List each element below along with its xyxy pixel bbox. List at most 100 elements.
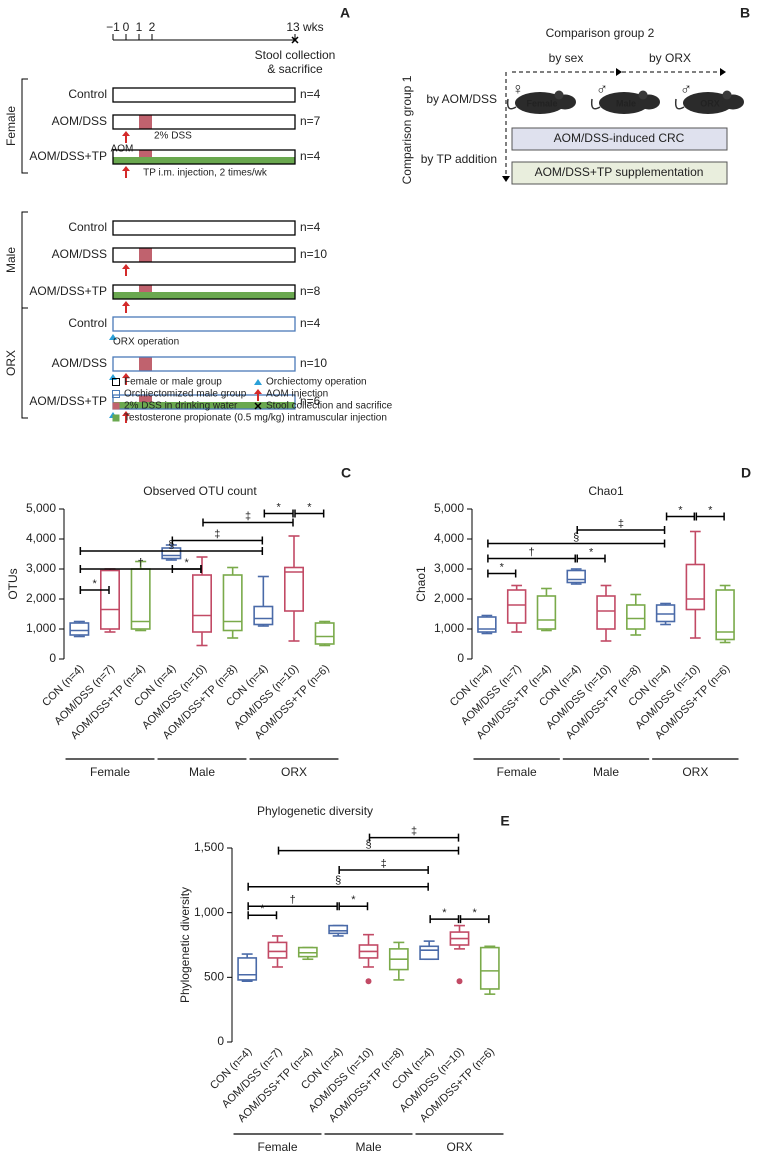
group-label: ORX xyxy=(4,350,18,376)
bracket-label: ‡ xyxy=(618,518,624,530)
bracket-label: * xyxy=(500,561,505,573)
group-label: Male xyxy=(355,1140,381,1154)
chart-title: Chao1 xyxy=(588,484,624,498)
tp-band xyxy=(113,292,295,299)
note: 2% DSS xyxy=(154,131,192,142)
row-n: n=4 xyxy=(300,316,321,330)
timeline-bar xyxy=(112,316,296,332)
box xyxy=(253,605,274,626)
row-n: n=4 xyxy=(300,149,321,163)
end-note: Stool collection xyxy=(255,48,336,62)
down-label: by AOM/DSS xyxy=(426,92,497,106)
bracket-label: § xyxy=(335,875,341,887)
group-label: ORX xyxy=(281,765,307,779)
box xyxy=(419,945,440,961)
group-label: Male xyxy=(593,765,619,779)
timeline-label: 0 xyxy=(123,20,130,34)
mouse-name: Female xyxy=(526,98,557,108)
box xyxy=(626,604,646,630)
mouse-body xyxy=(599,92,649,114)
bracket-label: * xyxy=(442,907,447,919)
end-cross xyxy=(291,36,299,44)
legend-marker xyxy=(112,378,120,386)
row-n: n=10 xyxy=(300,356,327,370)
legend-text: 2% DSS in drinking water xyxy=(124,401,238,412)
timeline-bar xyxy=(112,149,296,165)
group-bracket xyxy=(21,307,28,419)
row-label: AOM/DSS+TP xyxy=(29,284,107,298)
bracket-label: ‡ xyxy=(245,510,251,522)
mouse-body xyxy=(683,92,733,114)
aom-arrow-head xyxy=(122,301,130,306)
y-tick-label: 5,000 xyxy=(26,501,56,515)
aom-arrow-head xyxy=(122,264,130,269)
panel-letter: A xyxy=(340,5,350,21)
box xyxy=(237,957,258,981)
timeline-label: 13 wks xyxy=(286,20,323,34)
mouse-ear xyxy=(638,90,648,100)
group-label: Male xyxy=(4,247,18,273)
group-bracket xyxy=(21,78,28,174)
mouse-ear xyxy=(554,90,564,100)
box xyxy=(192,574,213,633)
y-tick-label: 1,500 xyxy=(194,840,224,854)
outlier xyxy=(456,978,463,985)
y-tick-label: 500 xyxy=(204,970,224,984)
timeline-label: 1 xyxy=(136,20,143,34)
note: ORX operation xyxy=(113,337,179,348)
timeline-bar xyxy=(112,114,296,130)
panel-letter: B xyxy=(740,5,750,21)
group-box xyxy=(511,127,728,151)
timeline-bar xyxy=(112,87,296,103)
bracket-label: * xyxy=(589,546,594,558)
row-label: AOM/DSS+TP xyxy=(29,149,107,163)
tp-band xyxy=(113,157,295,164)
row-label: AOM/DSS xyxy=(52,356,107,370)
box xyxy=(566,569,586,584)
box xyxy=(506,589,527,624)
arrow-head xyxy=(616,68,622,76)
mouse-name: Male xyxy=(616,98,636,108)
box xyxy=(328,924,349,935)
mouse-body xyxy=(515,92,565,114)
y-tick-label: 2,000 xyxy=(26,591,56,605)
bracket-label: * xyxy=(351,894,356,906)
aom-arrow-head xyxy=(122,131,130,136)
bracket-end xyxy=(576,526,666,534)
group-label: ORX xyxy=(682,765,708,779)
legend-marker xyxy=(112,390,120,398)
across-label: by sex xyxy=(549,51,584,65)
legend-marker-head xyxy=(254,389,262,394)
box xyxy=(536,595,557,630)
y-tick-label: 1,000 xyxy=(194,905,224,919)
bracket-label: † xyxy=(290,894,296,906)
legend-marker xyxy=(254,402,262,410)
mouse-tail xyxy=(590,98,601,110)
group-label: Female xyxy=(4,106,18,146)
timeline-label: 2 xyxy=(149,20,156,34)
y-tick-label: 2,000 xyxy=(434,591,464,605)
bracket-label: * xyxy=(93,578,98,590)
bracket-label: * xyxy=(473,907,478,919)
y-tick-label: 0 xyxy=(457,651,464,665)
side-title: Comparison group 1 xyxy=(400,75,414,184)
group-label: Male xyxy=(189,765,215,779)
group-label: ORX xyxy=(446,1140,472,1154)
y-tick-label: 3,000 xyxy=(434,561,464,575)
box xyxy=(479,946,500,990)
legend-text: Stool collection and sacrifice xyxy=(266,401,393,412)
row-label: Control xyxy=(68,316,107,330)
y-tick-label: 5,000 xyxy=(434,501,464,515)
box xyxy=(685,563,706,611)
timeline-bar xyxy=(112,356,296,372)
orx-triangle xyxy=(109,334,117,340)
box xyxy=(314,622,335,645)
arrow-head xyxy=(502,176,510,182)
row-label: AOM/DSS xyxy=(52,114,107,128)
box xyxy=(100,569,121,630)
legend-text: Female or male group xyxy=(124,377,222,388)
dss-block xyxy=(139,357,152,371)
row-n: n=10 xyxy=(300,247,327,261)
row-label: Control xyxy=(68,220,107,234)
